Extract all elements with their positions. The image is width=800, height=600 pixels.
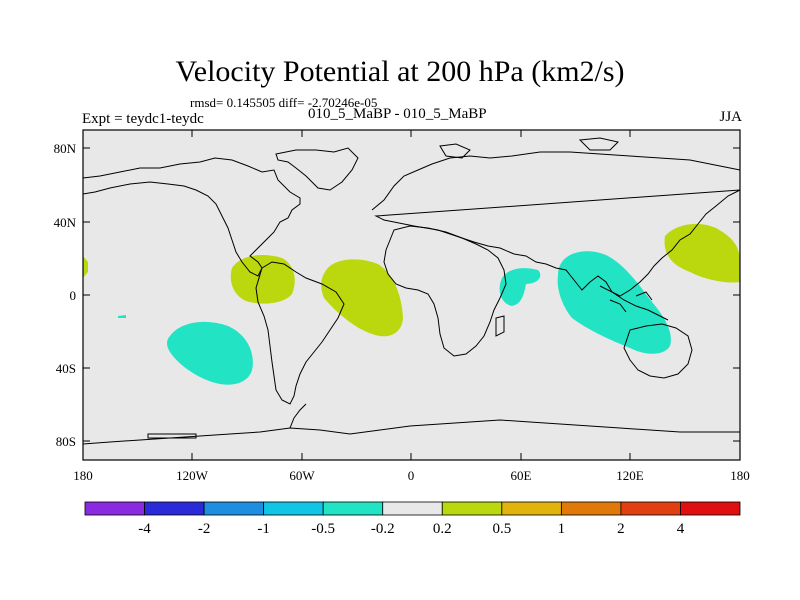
colorbar-swatch-4 xyxy=(322,501,384,516)
lon-label-120e: 120E xyxy=(616,468,644,483)
colorbar-label-5: 0.2 xyxy=(433,521,452,537)
colorbar-label-6: 0.5 xyxy=(492,521,511,537)
lat-label-80n: 80N xyxy=(54,141,77,156)
colorbar-label-9: 4 xyxy=(677,521,685,537)
coast-south-america xyxy=(255,261,345,405)
colorbar-swatch-10 xyxy=(680,501,741,516)
season-label: JJA xyxy=(719,109,742,125)
coast-madagascar xyxy=(495,315,505,337)
colorbar-swatch-8 xyxy=(560,501,622,516)
coast-africa xyxy=(383,225,507,357)
region-negative-arabian-sea xyxy=(499,268,541,306)
map-title: Velocity Potential at 200 hPa (km2/s) xyxy=(175,55,625,88)
coast-arctic-islands xyxy=(439,137,619,159)
colorbar-swatch-3 xyxy=(263,501,324,516)
colorbar-label-0: -4 xyxy=(138,521,151,537)
coastlines xyxy=(82,137,741,445)
colorbar-label-7: 1 xyxy=(558,521,566,537)
lon-label-120w: 120W xyxy=(176,468,209,483)
region-positive-dateline-edge xyxy=(83,256,88,278)
coast-ross-ice xyxy=(147,433,197,439)
region-negative-south-pacific xyxy=(167,321,253,385)
experiment-label: Expt = teydc1-teydc xyxy=(82,111,204,127)
colorbar-swatch-9 xyxy=(620,501,681,516)
coast-antarctica xyxy=(82,419,740,445)
region-negative-indian-ocean xyxy=(557,251,671,354)
region-positive-atlantic xyxy=(321,259,403,337)
colorbar-label-1: -2 xyxy=(198,521,211,537)
lat-label-40n: 40N xyxy=(54,215,77,230)
coast-antarctic-peninsula xyxy=(289,403,307,429)
colorbar-swatch-2 xyxy=(203,501,265,516)
lon-label-60e: 60E xyxy=(511,468,532,483)
lat-label-40s: 40S xyxy=(56,361,76,376)
lon-labels: 180 120W 60W 0 60E 120E 180 xyxy=(73,468,750,483)
coast-maritime xyxy=(599,285,669,321)
colorbar-label-3: -0.5 xyxy=(311,521,335,537)
lat-label-80s: 80S xyxy=(56,434,76,449)
colorbar-swatch-0 xyxy=(84,501,145,516)
colorbar: -4 -2 -1 -0.5 -0.2 0.2 0.5 1 2 4 xyxy=(84,501,741,537)
colorbar-label-4: -0.2 xyxy=(371,521,395,537)
lon-label-0: 0 xyxy=(408,468,415,483)
colorbar-swatch-5 xyxy=(382,501,443,516)
colorbar-swatch-1 xyxy=(144,501,205,516)
coast-australia xyxy=(623,323,693,379)
lat-label-eq: 0 xyxy=(70,288,77,303)
region-positive-central-america xyxy=(230,255,295,304)
coast-greenland xyxy=(275,147,359,191)
colorbar-label-8: 2 xyxy=(617,521,625,537)
colorbar-swatch-6 xyxy=(441,501,503,516)
lon-label-180e: 180 xyxy=(730,468,750,483)
lon-label-60w: 60W xyxy=(289,468,315,483)
lat-labels: 80N 40N 0 40S 80S xyxy=(54,141,77,449)
lon-label-180w: 180 xyxy=(73,468,93,483)
axis-ticks xyxy=(82,130,741,460)
coast-north-america xyxy=(82,157,301,277)
colorbar-label-2: -1 xyxy=(257,521,270,537)
stats-text: rmsd= 0.145505 diff= -2.70246e-05 xyxy=(190,95,378,110)
region-negative-small xyxy=(118,315,126,318)
colorbar-swatch-7 xyxy=(501,501,562,516)
case-subtitle: 010_5_MaBP - 010_5_MaBP xyxy=(308,106,487,122)
